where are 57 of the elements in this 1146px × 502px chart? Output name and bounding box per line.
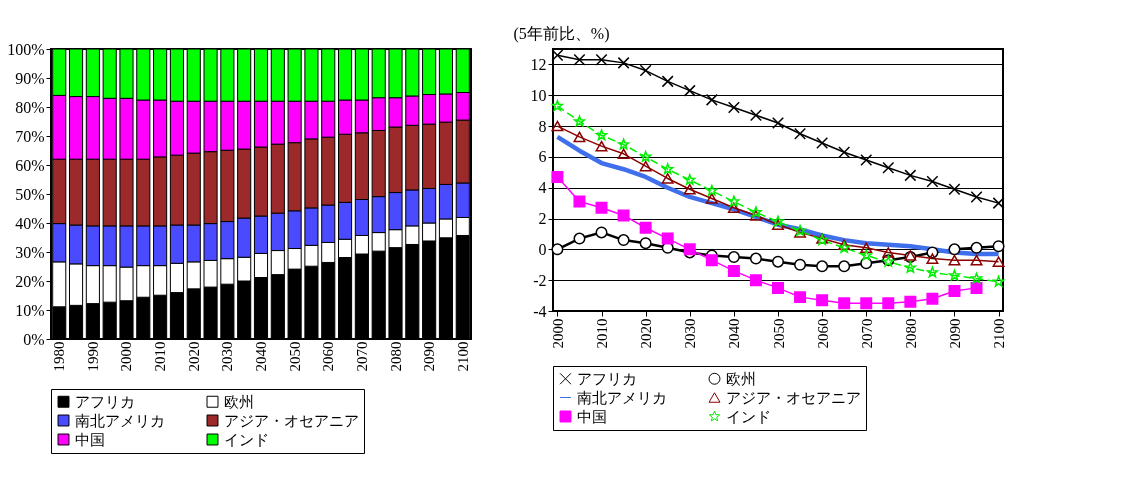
legend-label: 中国 [577, 408, 607, 425]
x-tick-label: 2060 [320, 341, 337, 372]
x-tick-label: 2050 [770, 318, 787, 349]
y-tick-label: 30% [15, 243, 45, 261]
y-tick-label: -4 [533, 302, 547, 320]
y-tick-label: 80% [15, 98, 45, 116]
legend-label: アジア・オセアニア [224, 412, 359, 429]
x-tick-label: 2040 [726, 318, 743, 349]
x-tick-label: 2010 [594, 318, 611, 349]
x-tick-label: 2060 [814, 318, 831, 349]
y-tick-label: 10% [15, 301, 45, 319]
y-tick-label: 90% [15, 69, 45, 87]
y-tick-label: 40% [15, 214, 45, 232]
y-tick-label: 6 [538, 148, 547, 166]
x-tick-label: 2020 [638, 318, 655, 349]
x-tick-label: 2010 [152, 341, 169, 372]
x-tick-label: 2000 [118, 341, 135, 372]
legend-label: 欧州 [224, 393, 254, 410]
y-tick-label: 2 [538, 210, 547, 228]
legend-label: 中国 [75, 431, 105, 448]
legend-label: 南北アメリカ [577, 389, 667, 406]
x-tick-label: 2090 [421, 341, 438, 372]
y-tick-label: 8 [538, 117, 547, 135]
y-tick-label: 60% [15, 156, 45, 174]
y-tick-label: 0% [23, 330, 45, 348]
y-tick-label: 50% [15, 185, 45, 203]
x-tick-label: 2000 [549, 318, 566, 349]
legend-label: 欧州 [726, 370, 756, 387]
y-tick-label: 20% [15, 272, 45, 290]
legend-label: アフリカ [577, 370, 637, 387]
x-tick-label: 2070 [858, 318, 875, 349]
x-tick-label: 1980 [51, 341, 68, 372]
x-tick-label: 2030 [682, 318, 699, 349]
x-tick-label: 2040 [253, 341, 269, 372]
x-tick-label: 2050 [286, 341, 303, 372]
legend-label: アフリカ [75, 393, 135, 410]
y-tick-label: 10 [530, 86, 547, 104]
x-tick-label: 2090 [946, 318, 963, 349]
legend-label: インド [726, 408, 771, 425]
y-axis-title: (5年前比、%) [513, 24, 610, 43]
y-tick-label: 70% [15, 127, 45, 145]
legend-label: アジア・オセアニア [726, 389, 861, 406]
y-tick-label: 0 [538, 240, 547, 258]
y-tick-label: 100% [7, 40, 45, 58]
x-tick-label: 2100 [454, 341, 471, 372]
x-tick-label: 2080 [387, 341, 404, 372]
x-tick-label: 2070 [353, 341, 370, 372]
x-tick-label: 2080 [902, 318, 919, 349]
legend-label: 南北アメリカ [75, 412, 165, 429]
x-tick-label: 2030 [219, 341, 236, 372]
y-tick-label: -2 [533, 271, 547, 289]
y-tick-label: 4 [538, 179, 547, 197]
legend-label: インド [224, 431, 269, 448]
x-tick-label: 2100 [991, 318, 1008, 349]
x-tick-label: 2020 [185, 341, 202, 372]
x-tick-label: 1990 [84, 341, 101, 372]
y-tick-label: 12 [530, 55, 547, 73]
